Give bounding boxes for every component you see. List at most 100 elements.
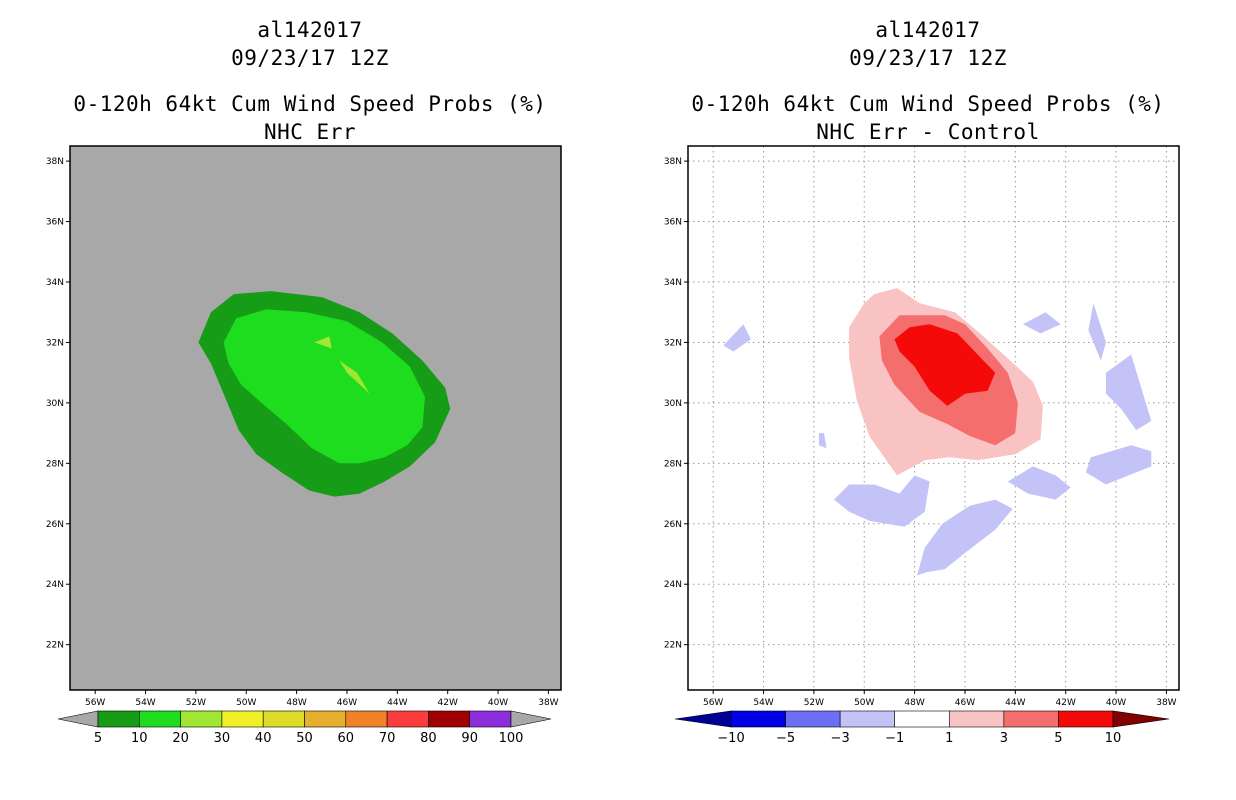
- y-tick-label: 36N: [664, 218, 682, 228]
- colorbar-swatch: [1058, 710, 1114, 728]
- colorbar: 5 10 20 30 40 50 60 70 80 90 100: [57, 710, 552, 746]
- y-tick-label: 26N: [46, 520, 64, 530]
- colorbar-over-arrow: [510, 710, 552, 728]
- x-tick-label: 46W: [337, 698, 357, 708]
- x-tick-label: 40W: [1106, 698, 1126, 708]
- y-tick-label: 24N: [664, 580, 682, 590]
- x-tick-label: 52W: [804, 698, 824, 708]
- y-tick-label: 26N: [664, 520, 682, 530]
- x-tick-label: 54W: [753, 698, 773, 708]
- colorbar-label: 5: [94, 731, 102, 746]
- colorbar-swatch: [97, 710, 140, 728]
- colorbar-swatch: [1003, 710, 1059, 728]
- colorbar-label: 50: [296, 731, 313, 746]
- colorbar-swatch: [221, 710, 264, 728]
- contour--3to-1: [1022, 312, 1061, 334]
- x-tick-label: 56W: [703, 698, 723, 708]
- map-frame: [69, 145, 562, 691]
- colorbar-label: 30: [214, 731, 231, 746]
- y-tick-label: 38N: [46, 157, 64, 167]
- y-tick-label: 32N: [664, 338, 682, 348]
- y-tick-label: 28N: [664, 459, 682, 469]
- contour--3to-1: [1085, 445, 1152, 485]
- colorbar-label: 20: [172, 731, 189, 746]
- y-tick-label: 36N: [46, 218, 64, 228]
- x-tick-label: 50W: [236, 698, 256, 708]
- contour--3to-1: [1106, 354, 1152, 431]
- x-tick-label: 50W: [854, 698, 874, 708]
- x-tick-label: 54W: [135, 698, 155, 708]
- right-title-run: NHC Err - Control: [816, 120, 1040, 144]
- colorbar-swatch: [304, 710, 347, 728]
- right-title-product: 0-120h 64kt Cum Wind Speed Probs (%): [691, 92, 1165, 116]
- left-title-product: 0-120h 64kt Cum Wind Speed Probs (%): [73, 92, 547, 116]
- x-tick-label: 38W: [538, 698, 558, 708]
- colorbar-under-arrow: [674, 710, 732, 728]
- colorbar-swatch: [469, 710, 512, 728]
- colorbar-swatch: [386, 710, 429, 728]
- x-tick-label: 42W: [438, 698, 458, 708]
- colorbar-label: 70: [379, 731, 396, 746]
- colorbar-label: 80: [420, 731, 437, 746]
- colorbar-label: 60: [338, 731, 355, 746]
- y-tick-label: 22N: [664, 641, 682, 651]
- y-tick-label: 30N: [664, 399, 682, 409]
- colorbar-swatch: [345, 710, 388, 728]
- contour--3to-1: [834, 475, 930, 527]
- contour--3to-1: [1007, 466, 1071, 500]
- colorbar-label: −1: [885, 731, 904, 746]
- contour--3to-1: [1088, 303, 1106, 361]
- left-title-storm-id: al142017: [257, 18, 363, 42]
- x-tick-label: 56W: [85, 698, 105, 708]
- x-tick-label: 38W: [1156, 698, 1176, 708]
- y-tick-label: 32N: [46, 338, 64, 348]
- x-tick-label: 52W: [186, 698, 206, 708]
- contour--3to-1: [723, 324, 751, 352]
- colorbar-swatch: [262, 710, 305, 728]
- contour--3to-1: [818, 433, 827, 449]
- colorbar: −10 −5 −3 −1 1 3 5 10: [674, 710, 1170, 746]
- left-title-datetime: 09/23/17 12Z: [231, 46, 389, 70]
- y-tick-label: 28N: [46, 459, 64, 469]
- x-tick-label: 40W: [488, 698, 508, 708]
- x-tick-label: 42W: [1056, 698, 1076, 708]
- colorbar-label: 40: [255, 731, 272, 746]
- y-tick-label: 34N: [46, 278, 64, 288]
- left-title-run: NHC Err: [263, 120, 356, 144]
- colorbar-swatch: [139, 710, 181, 728]
- colorbar-label: 100: [499, 731, 524, 746]
- y-tick-label: 38N: [664, 157, 682, 167]
- contour-20-30: [314, 336, 332, 349]
- colorbar-label: −5: [776, 731, 795, 746]
- panel-left: 56W 54W 52W 50W 48W 46W 44W 42W 40W 38W 22N 24N 26N 2…: [46, 145, 562, 746]
- colorbar-under-arrow: [57, 710, 99, 728]
- colorbar-label: 90: [461, 731, 478, 746]
- y-tick-label: 24N: [46, 580, 64, 590]
- colorbar-swatch: [428, 710, 470, 728]
- map-frame: [687, 145, 1180, 691]
- colorbar-label: −10: [717, 731, 744, 746]
- colorbar-label: 10: [131, 731, 148, 746]
- colorbar-swatch: [948, 710, 1005, 728]
- x-tick-label: 48W: [904, 698, 924, 708]
- colorbar-swatch: [180, 710, 223, 728]
- x-tick-label: 48W: [286, 698, 306, 708]
- colorbar-label: 1: [945, 731, 953, 746]
- colorbar-swatch: [730, 710, 786, 728]
- colorbar-swatch: [785, 710, 841, 728]
- contour--3to-1: [917, 499, 1013, 576]
- x-tick-label: 46W: [955, 698, 975, 708]
- y-tick-label: 22N: [46, 641, 64, 651]
- panel-right: 56W 54W 52W 50W 48W 46W 44W 42W 40W 38W 22N 24N 26N 2…: [664, 145, 1180, 746]
- x-tick-label: 44W: [1005, 698, 1025, 708]
- colorbar-label: −3: [831, 731, 850, 746]
- colorbar-over-arrow: [1112, 710, 1170, 728]
- right-title-datetime: 09/23/17 12Z: [849, 46, 1007, 70]
- colorbar-swatch: [839, 710, 896, 728]
- contour-20-30: [339, 360, 370, 394]
- colorbar-label: 10: [1105, 731, 1122, 746]
- colorbar-label: 5: [1054, 731, 1062, 746]
- x-tick-label: 44W: [387, 698, 407, 708]
- colorbar-label: 3: [1000, 731, 1008, 746]
